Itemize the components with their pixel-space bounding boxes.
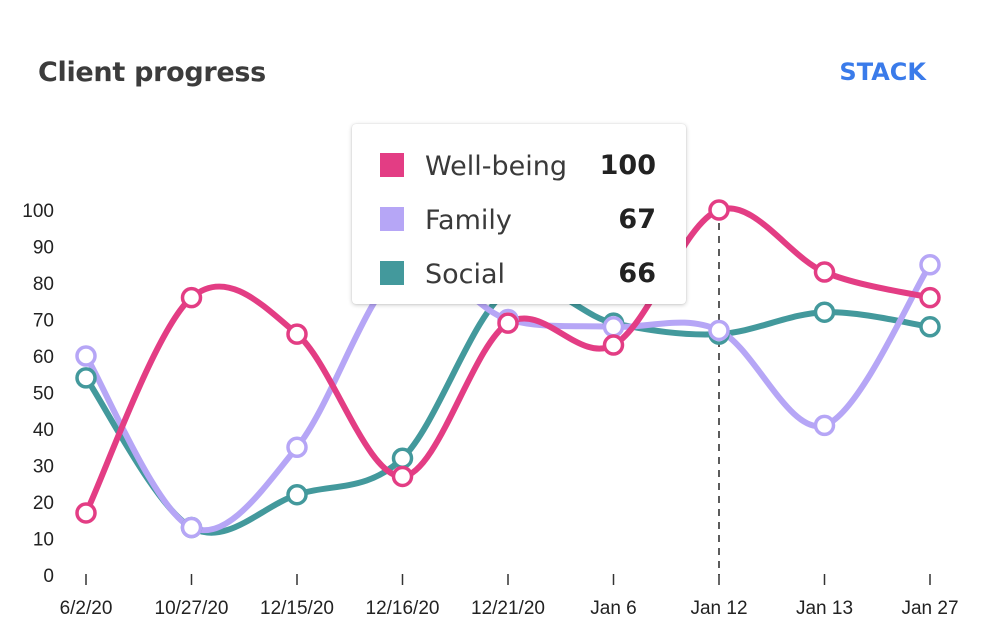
x-axis: 6/2/20 10/27/20 12/15/20 12/16/20 12/21/20 Ja…	[60, 574, 959, 619]
data-point-family[interactable]	[813, 414, 836, 437]
data-point-well-being[interactable]	[286, 323, 308, 345]
data-point-family[interactable]	[708, 319, 730, 342]
wellbeing-swatch-icon	[380, 153, 404, 177]
tooltip-series-name: Family	[425, 205, 512, 236]
data-point-social[interactable]	[813, 301, 836, 323]
x-tick-label: Jan 27	[901, 598, 958, 619]
tooltip-series-value: 67	[618, 204, 656, 235]
tooltip: Well-being 100 Family 67 Social 66	[352, 124, 686, 304]
tooltip-series-name: Social	[425, 259, 506, 290]
y-tick-label: 20	[33, 493, 54, 514]
data-point-well-being[interactable]	[180, 286, 203, 309]
y-tick-label: 80	[33, 274, 54, 295]
series-line-family	[83, 261, 933, 534]
data-point-social[interactable]	[391, 447, 414, 469]
social-swatch-icon	[380, 261, 404, 285]
data-point-well-being[interactable]	[813, 261, 836, 283]
data-point-social[interactable]	[919, 316, 941, 338]
x-tick-label: Jan 12	[690, 598, 747, 619]
data-point-family[interactable]	[180, 516, 203, 539]
x-tick-label: Jan 13	[796, 598, 853, 619]
tooltip-series-value: 100	[599, 150, 656, 181]
data-point-well-being[interactable]	[75, 502, 97, 524]
data-point-social[interactable]	[75, 367, 97, 389]
series-lines	[83, 205, 933, 536]
y-tick-label: 0	[43, 566, 54, 587]
series-line-well-being	[83, 205, 933, 516]
x-tick-label: 10/27/20	[155, 598, 229, 619]
y-tick-label: 40	[33, 420, 54, 441]
data-point-well-being[interactable]	[708, 199, 730, 221]
y-tick-label: 10	[33, 530, 54, 551]
tooltip-row-wellbeing: Well-being 100	[352, 138, 686, 192]
data-point-social[interactable]	[286, 483, 308, 506]
y-tick-label: 90	[33, 238, 54, 259]
tooltip-row-family: Family 67	[352, 192, 686, 246]
y-tick-label: 30	[33, 457, 54, 478]
data-point-well-being[interactable]	[391, 465, 414, 488]
data-point-well-being[interactable]	[497, 312, 519, 334]
data-point-well-being[interactable]	[602, 334, 625, 356]
x-tick-label: Jan 6	[590, 598, 636, 619]
x-tick-label: 12/21/20	[471, 598, 545, 619]
x-tick-label: 12/16/20	[366, 598, 440, 619]
data-point-family[interactable]	[75, 345, 97, 367]
data-point-well-being[interactable]	[919, 286, 941, 309]
data-point-family[interactable]	[286, 436, 308, 458]
y-tick-label: 100	[22, 201, 54, 222]
tooltip-series-value: 66	[618, 258, 656, 289]
tooltip-row-social: Social 66	[352, 246, 686, 300]
data-point-family[interactable]	[602, 316, 625, 338]
y-axis: 0 10 20 30 40 50 60 70 80 90 100	[22, 201, 54, 587]
y-tick-label: 50	[33, 384, 54, 405]
series-points[interactable]	[75, 199, 941, 539]
stack-button[interactable]: STACK	[839, 58, 926, 86]
x-tick-label: 6/2/20	[60, 598, 113, 619]
family-swatch-icon	[380, 207, 404, 231]
data-point-family[interactable]	[919, 254, 941, 276]
y-tick-label: 60	[33, 347, 54, 368]
tooltip-series-name: Well-being	[425, 151, 567, 182]
chart-title: Client progress	[38, 57, 266, 88]
y-tick-label: 70	[33, 311, 54, 332]
x-tick-label: 12/15/20	[260, 598, 334, 619]
